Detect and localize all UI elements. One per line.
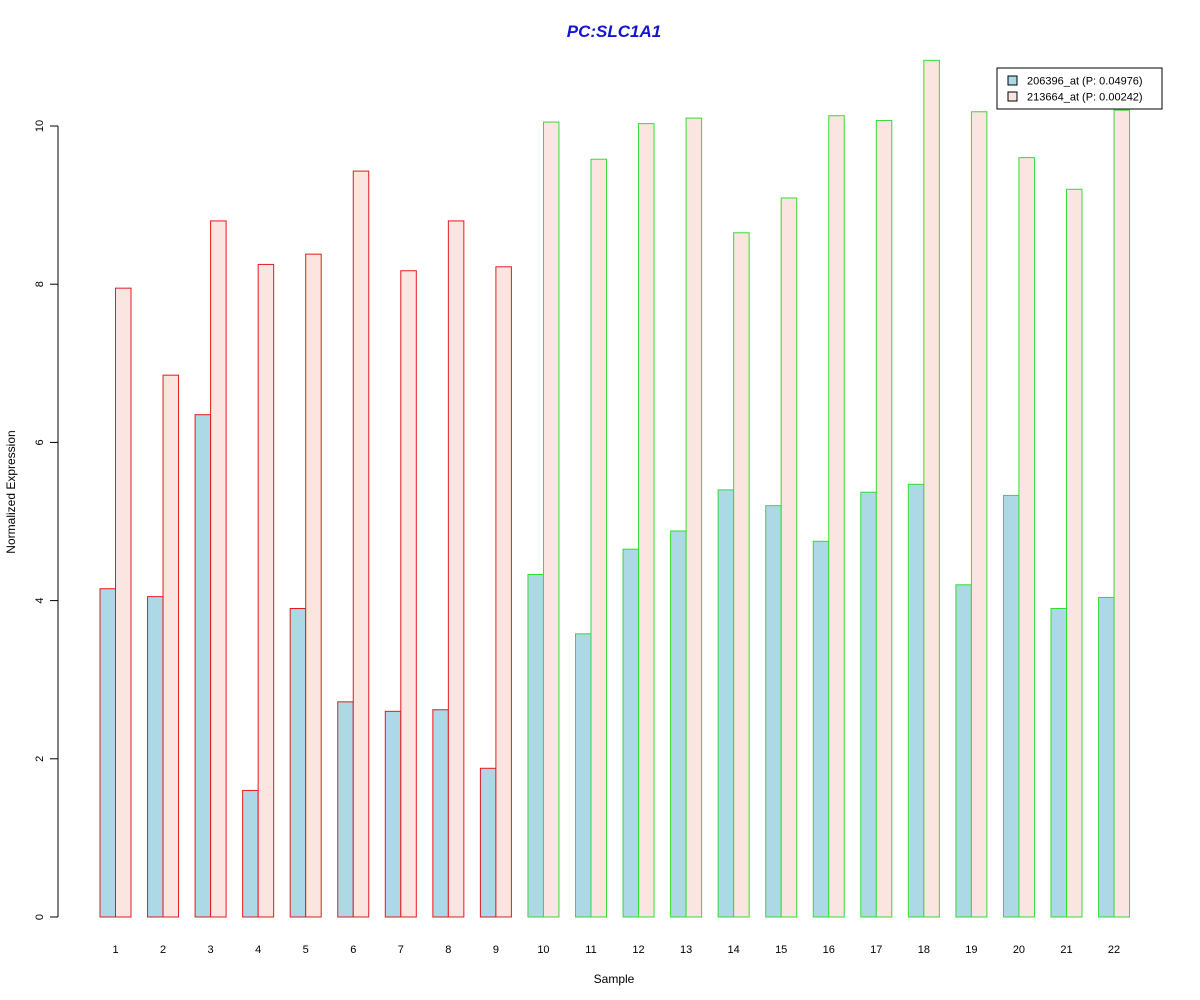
x-axis-label: Sample xyxy=(594,972,635,986)
legend: 206396_at (P: 0.04976) 213664_at (P: 0.00… xyxy=(996,67,1163,110)
bar-sample-13-series-2 xyxy=(685,117,703,918)
bar-sample-3-series-1 xyxy=(194,414,212,918)
x-tick-labels: 1 2 3 4 5 6 7 8 9 10 11 12 13 14 15 16 17 18 19 20 21 22 xyxy=(112,944,1120,956)
bar-sample-2-series-1 xyxy=(147,596,164,918)
bar-sample-19-series-2 xyxy=(970,111,988,918)
bar-sample-21-series-2 xyxy=(1066,188,1083,918)
bar-sample-9-series-1 xyxy=(479,767,497,918)
bar-sample-6-series-1 xyxy=(337,701,354,918)
y-tick-label: 8 xyxy=(34,281,46,287)
x-tick-label: 12 xyxy=(632,944,644,956)
bar-sample-18-series-2 xyxy=(923,59,940,918)
bar-sample-8-series-2 xyxy=(447,220,465,918)
bar-sample-16-series-2 xyxy=(828,115,845,918)
bar-sample-14-series-2 xyxy=(733,232,750,918)
bar-sample-15-series-1 xyxy=(765,505,782,918)
x-tick-label: 9 xyxy=(493,944,499,956)
legend-swatch xyxy=(1007,75,1018,86)
legend-label: 206396_at (P: 0.04976) xyxy=(1027,76,1143,88)
bar-sample-16-series-1 xyxy=(812,540,830,918)
bar-sample-17-series-2 xyxy=(875,119,893,918)
y-tick-label: 4 xyxy=(34,598,46,604)
bar-sample-7-series-2 xyxy=(400,270,417,918)
bar-sample-7-series-1 xyxy=(384,710,402,918)
x-tick-label: 22 xyxy=(1108,944,1120,956)
bar-sample-4-series-2 xyxy=(257,263,275,918)
bar-sample-6-series-2 xyxy=(352,170,370,918)
bar-sample-20-series-2 xyxy=(1018,157,1035,918)
y-tick-label: 6 xyxy=(34,439,46,445)
bar-sample-12-series-1 xyxy=(622,548,640,918)
bar-sample-20-series-1 xyxy=(1002,494,1020,918)
x-tick-label: 11 xyxy=(585,944,596,956)
x-tick-label: 19 xyxy=(965,944,977,956)
bar-sample-14-series-1 xyxy=(717,489,735,918)
x-tick-label: 15 xyxy=(775,944,787,956)
x-tick-label: 4 xyxy=(255,944,261,956)
x-tick-label: 1 xyxy=(112,944,118,956)
x-tick-label: 14 xyxy=(728,944,740,956)
bar-sample-22-series-1 xyxy=(1098,596,1115,918)
x-tick-label: 20 xyxy=(1013,944,1025,956)
x-tick-label: 2 xyxy=(160,944,166,956)
bar-sample-2-series-2 xyxy=(162,374,180,918)
bar-sample-4-series-1 xyxy=(242,789,259,918)
bar-sample-9-series-2 xyxy=(495,266,512,918)
bar-sample-1-series-1 xyxy=(99,588,116,918)
y-axis: 0 2 4 6 8 10 xyxy=(34,120,59,920)
y-tick-label: 2 xyxy=(34,756,46,762)
bar-sample-13-series-1 xyxy=(670,530,687,918)
bar-sample-18-series-1 xyxy=(907,483,925,918)
x-tick-label: 21 xyxy=(1060,944,1072,956)
y-tick-label: 10 xyxy=(34,120,46,132)
x-tick-label: 5 xyxy=(303,944,309,956)
bars xyxy=(99,59,1131,918)
bar-sample-1-series-2 xyxy=(115,287,132,918)
x-tick-label: 7 xyxy=(398,944,404,956)
y-tick-label: 0 xyxy=(34,914,46,920)
legend-swatch xyxy=(1007,91,1018,102)
bar-sample-11-series-1 xyxy=(575,633,592,918)
bar-sample-17-series-1 xyxy=(860,491,877,918)
x-tick-label: 3 xyxy=(208,944,214,956)
bar-sample-15-series-2 xyxy=(780,197,798,918)
bar-sample-5-series-1 xyxy=(289,608,307,918)
x-tick-label: 6 xyxy=(350,944,356,956)
bar-sample-10-series-1 xyxy=(527,573,544,918)
bar-sample-3-series-2 xyxy=(210,220,227,918)
bar-sample-22-series-2 xyxy=(1113,109,1131,918)
bar-sample-19-series-1 xyxy=(955,584,972,918)
legend-label: 213664_at (P: 0.00242) xyxy=(1027,92,1143,104)
x-tick-label: 13 xyxy=(680,944,692,956)
bar-sample-5-series-2 xyxy=(305,253,322,918)
y-axis-label: Normalized Expression xyxy=(4,430,18,553)
x-tick-label: 17 xyxy=(870,944,882,956)
chart-title: PC:SLC1A1 xyxy=(567,22,661,41)
bar-sample-21-series-1 xyxy=(1050,608,1067,918)
bar-sample-8-series-1 xyxy=(432,709,449,918)
x-tick-label: 18 xyxy=(918,944,930,956)
legend-box xyxy=(996,67,1163,110)
x-tick-label: 8 xyxy=(445,944,451,956)
x-tick-label: 16 xyxy=(823,944,835,956)
bar-sample-12-series-2 xyxy=(638,123,655,918)
x-tick-label: 10 xyxy=(537,944,549,956)
bar-sample-10-series-2 xyxy=(542,121,560,918)
bar-sample-11-series-2 xyxy=(590,158,607,918)
